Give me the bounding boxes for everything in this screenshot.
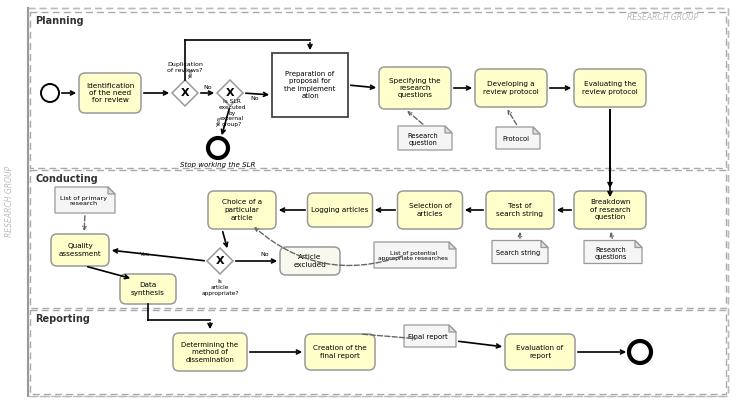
Polygon shape (398, 126, 452, 150)
Text: Protocol: Protocol (503, 136, 530, 142)
Text: Choice of a
particular
article: Choice of a particular article (222, 199, 262, 220)
Text: RESEARCH GROUP: RESEARCH GROUP (627, 13, 698, 22)
Polygon shape (172, 80, 198, 106)
Polygon shape (584, 241, 642, 264)
Text: Evaluating the
review protocol: Evaluating the review protocol (582, 81, 638, 95)
Circle shape (41, 84, 59, 102)
Text: Planning: Planning (35, 16, 84, 26)
Text: Determining the
method of
dissemination: Determining the method of dissemination (182, 341, 238, 363)
Polygon shape (404, 325, 456, 347)
Text: Creation of the
final report: Creation of the final report (313, 345, 367, 359)
Text: Identification
of the need
for review: Identification of the need for review (86, 83, 134, 104)
Text: Yes: Yes (189, 68, 194, 78)
Text: No: No (203, 85, 212, 90)
Polygon shape (207, 248, 233, 274)
Text: Developing a
review protocol: Developing a review protocol (483, 81, 539, 95)
Text: Selection of
articles: Selection of articles (408, 203, 451, 217)
Text: Conducting: Conducting (35, 174, 98, 184)
Text: Is SLR
executed
by
external
group?: Is SLR executed by external group? (219, 99, 246, 127)
Text: List of primary
research: List of primary research (60, 195, 107, 206)
FancyBboxPatch shape (208, 191, 276, 229)
Text: Research
questions: Research questions (595, 247, 627, 260)
Polygon shape (272, 53, 348, 117)
Polygon shape (533, 127, 540, 134)
Text: Preparation of
proposal for
the implement
ation: Preparation of proposal for the implemen… (284, 71, 336, 99)
Text: Logging articles: Logging articles (311, 207, 369, 213)
FancyBboxPatch shape (51, 234, 109, 266)
FancyBboxPatch shape (379, 67, 451, 109)
Text: Data
synthesis: Data synthesis (131, 282, 165, 296)
Text: Article
excluded: Article excluded (294, 254, 327, 268)
Text: Specifying the
research
questions: Specifying the research questions (389, 77, 441, 98)
FancyBboxPatch shape (173, 333, 247, 371)
Text: Quality
assessment: Quality assessment (59, 243, 102, 257)
FancyBboxPatch shape (486, 191, 554, 229)
FancyBboxPatch shape (308, 193, 372, 227)
FancyBboxPatch shape (79, 73, 141, 113)
Text: Search string: Search string (496, 250, 540, 256)
Text: Research
question: Research question (408, 133, 439, 145)
Text: Yes: Yes (140, 252, 150, 257)
Polygon shape (541, 241, 548, 247)
Text: List of potential
appropriate researches: List of potential appropriate researches (378, 251, 448, 262)
Text: Breakdown
of research
question: Breakdown of research question (590, 199, 630, 220)
Circle shape (208, 138, 228, 158)
FancyBboxPatch shape (475, 69, 547, 107)
Text: Stop working the SLR: Stop working the SLR (180, 162, 255, 168)
Text: X: X (180, 88, 189, 98)
Polygon shape (108, 187, 115, 194)
FancyBboxPatch shape (280, 247, 340, 275)
FancyBboxPatch shape (305, 334, 375, 370)
Text: Duplication
of reviews?: Duplication of reviews? (167, 62, 203, 73)
Polygon shape (449, 325, 456, 332)
Text: Reporting: Reporting (35, 314, 90, 324)
Polygon shape (496, 127, 540, 149)
Text: RESEARCH GROUP: RESEARCH GROUP (5, 166, 15, 237)
Text: Evaluation of
report: Evaluation of report (517, 345, 564, 359)
FancyBboxPatch shape (574, 69, 646, 107)
FancyBboxPatch shape (574, 191, 646, 229)
Text: Yes: Yes (217, 115, 222, 126)
Text: Final report: Final report (408, 334, 448, 340)
FancyBboxPatch shape (397, 191, 462, 229)
Text: No: No (261, 252, 269, 257)
Text: X: X (226, 88, 234, 98)
FancyBboxPatch shape (120, 274, 176, 304)
Polygon shape (492, 241, 548, 264)
Polygon shape (445, 126, 452, 133)
Polygon shape (449, 242, 456, 249)
Circle shape (629, 341, 651, 363)
Text: Test of
search string: Test of search string (497, 203, 543, 217)
Text: Is
article
appropriate?: Is article appropriate? (201, 279, 238, 295)
FancyBboxPatch shape (505, 334, 575, 370)
Polygon shape (55, 187, 115, 213)
Text: X: X (216, 256, 224, 266)
Polygon shape (217, 80, 243, 106)
Polygon shape (374, 242, 456, 268)
Polygon shape (635, 241, 642, 247)
Text: No: No (250, 96, 258, 101)
